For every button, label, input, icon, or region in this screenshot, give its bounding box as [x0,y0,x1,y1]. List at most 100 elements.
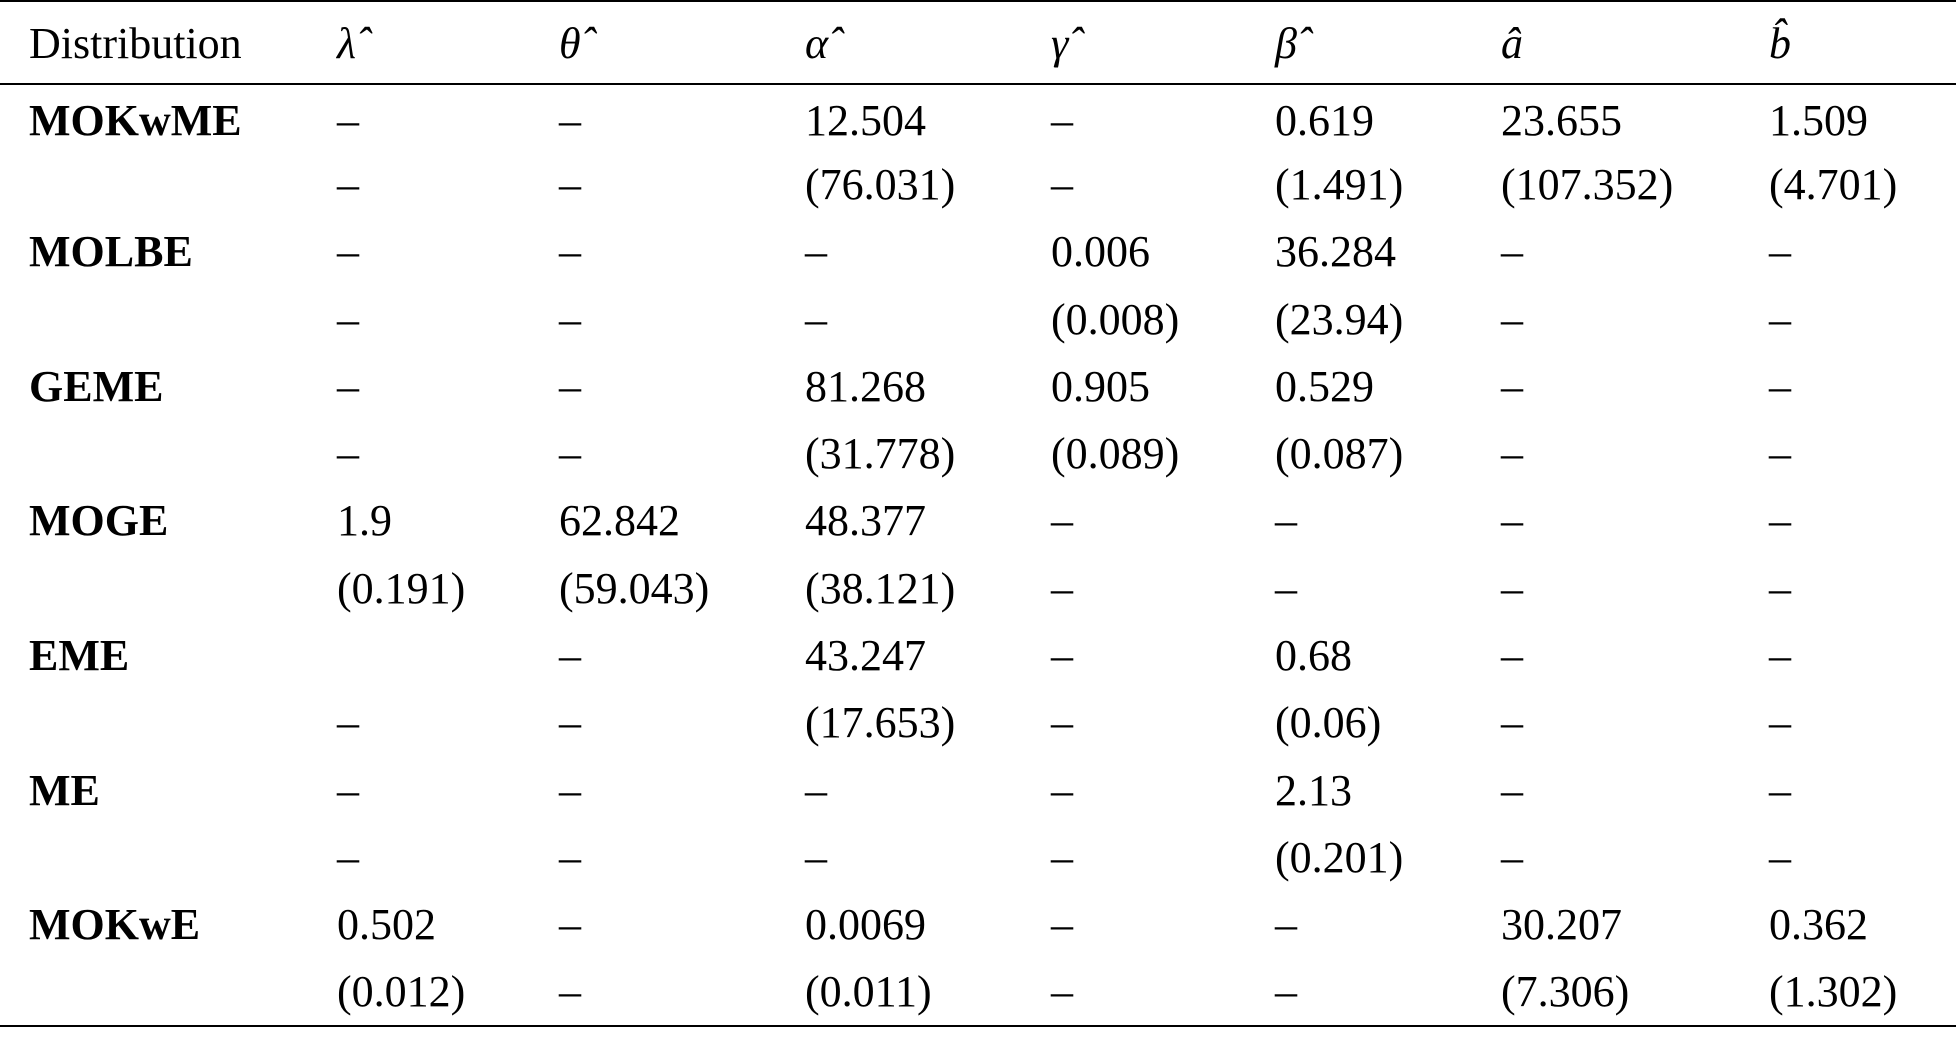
header-row: Distribution λ̂ θ̂ α̂ γ̂ β̂ â b̂ [0,0,1956,85]
cell-gamma-hat: – [1022,958,1246,1028]
cell-alpha-hat: 12.504 [805,96,926,146]
cell-gamma-hat: – [1051,563,1073,613]
header-lambda-hat: λ̂ [308,0,530,85]
cell-alpha-hat: – [805,832,827,882]
cell-theta-hat: – [559,361,581,411]
header-theta-hat: θ̂ [530,0,776,85]
cell-beta-hat: 2.13 [1275,765,1352,815]
cell-alpha-hat: (38.121) [805,563,956,613]
cell-beta-hat: 0.68 [1275,631,1352,681]
cell-lambda-hat: – [337,765,359,815]
cell-beta-hat: – [1246,958,1472,1028]
cell-theta-hat: – [559,631,581,681]
cell-gamma-hat: – [1051,496,1073,546]
cell-gamma-hat: 0.905 [1051,361,1150,411]
cell-b-hat: – [1769,765,1791,815]
cell-a-hat: (7.306) [1472,958,1740,1028]
cell-beta-hat: (0.087) [1275,429,1404,479]
cell-a-hat: – [1501,765,1523,815]
cell-a-hat: – [1501,698,1523,748]
cell-lambda-hat: – [337,429,359,479]
distribution-name-cell: MOKwE [29,900,201,950]
estimate-row: GEME – – 81.268 0.905 0.529 – – [0,353,1956,420]
cell-alpha-hat: – [805,765,827,815]
cell-a-hat: 23.655 [1501,96,1622,146]
cell-gamma-hat: – [1051,159,1073,209]
distribution-name-cell [0,286,308,353]
distribution-name-cell [0,824,308,891]
cell-a-hat: – [1501,294,1523,344]
cell-b-hat: (4.701) [1769,159,1898,209]
cell-alpha-hat: (0.011) [776,958,1022,1028]
cell-beta-hat: – [1275,496,1297,546]
cell-b-hat: 1.509 [1769,96,1868,146]
cell-beta-hat: 0.529 [1275,361,1374,411]
header-alpha-hat: α̂ [776,0,1022,85]
distribution-name-cell: MOGE [29,496,169,546]
cell-b-hat: – [1769,832,1791,882]
cell-lambda-hat: – [337,832,359,882]
distribution-name-cell [0,420,308,487]
cell-beta-hat: (23.94) [1275,294,1404,344]
cell-lambda-hat: (0.012) [308,958,530,1028]
cell-lambda-hat: (0.191) [337,563,466,613]
cell-a-hat: – [1501,361,1523,411]
cell-gamma-hat: 0.006 [1051,227,1150,277]
cell-lambda-hat: – [337,294,359,344]
cell-lambda-hat: – [337,96,359,146]
cell-gamma-hat: – [1051,698,1073,748]
cell-lambda-hat: 1.9 [337,496,392,546]
estimate-row: MOKwE 0.502 – 0.0069 – – 30.207 0.362 [0,892,1956,959]
cell-b-hat: – [1769,563,1791,613]
cell-gamma-hat: – [1051,765,1073,815]
distribution-name-cell: MOKwME [29,96,242,146]
cell-beta-hat: (1.491) [1275,159,1404,209]
cell-a-hat: – [1501,496,1523,546]
cell-b-hat: 0.362 [1769,900,1868,950]
cell-b-hat: – [1769,294,1791,344]
cell-lambda-hat: – [337,159,359,209]
cell-lambda-hat [308,622,530,689]
cell-beta-hat: – [1275,900,1297,950]
cell-theta-hat: – [559,900,581,950]
cell-theta-hat: – [559,159,581,209]
cell-gamma-hat: (0.008) [1051,294,1180,344]
header-distribution: Distribution [0,0,308,85]
estimate-row: EME – 43.247 – 0.68 – – [0,622,1956,689]
cell-alpha-hat: (31.778) [805,429,956,479]
standard-error-row: – – – – (0.201) – – [0,824,1956,891]
distribution-name-cell [0,555,308,622]
cell-alpha-hat: 81.268 [805,361,926,411]
cell-b-hat: – [1769,496,1791,546]
cell-theta-hat: – [559,96,581,146]
cell-beta-hat: (0.201) [1275,832,1404,882]
standard-error-row: (0.012) – (0.011) – – (7.306) (1.302) [0,958,1956,1028]
estimate-row: MOKwME – – 12.504 – 0.619 23.655 1.509 [0,84,1956,151]
cell-beta-hat: – [1275,563,1297,613]
header-gamma-hat: γ̂ [1022,0,1246,85]
cell-theta-hat: – [559,765,581,815]
cell-b-hat: – [1769,429,1791,479]
cell-a-hat: 30.207 [1501,900,1622,950]
cell-b-hat: – [1769,227,1791,277]
cell-a-hat: – [1501,563,1523,613]
cell-beta-hat: 0.619 [1275,96,1374,146]
cell-b-hat: – [1769,698,1791,748]
cell-gamma-hat: – [1051,631,1073,681]
cell-theta-hat: – [559,294,581,344]
cell-theta-hat: (59.043) [559,563,710,613]
cell-gamma-hat: – [1051,832,1073,882]
distribution-name-cell [0,151,308,218]
cell-b-hat: (1.302) [1740,958,1956,1028]
cell-alpha-hat: 43.247 [805,631,926,681]
cell-b-hat: – [1769,631,1791,681]
cell-a-hat: – [1501,227,1523,277]
distribution-name-cell [0,958,308,1028]
cell-a-hat: – [1501,429,1523,479]
header-beta-hat: β̂ [1246,0,1472,85]
cell-lambda-hat: – [337,361,359,411]
header-a-hat: â [1472,0,1740,85]
cell-beta-hat: 36.284 [1275,227,1396,277]
cell-alpha-hat: 0.0069 [805,900,926,950]
